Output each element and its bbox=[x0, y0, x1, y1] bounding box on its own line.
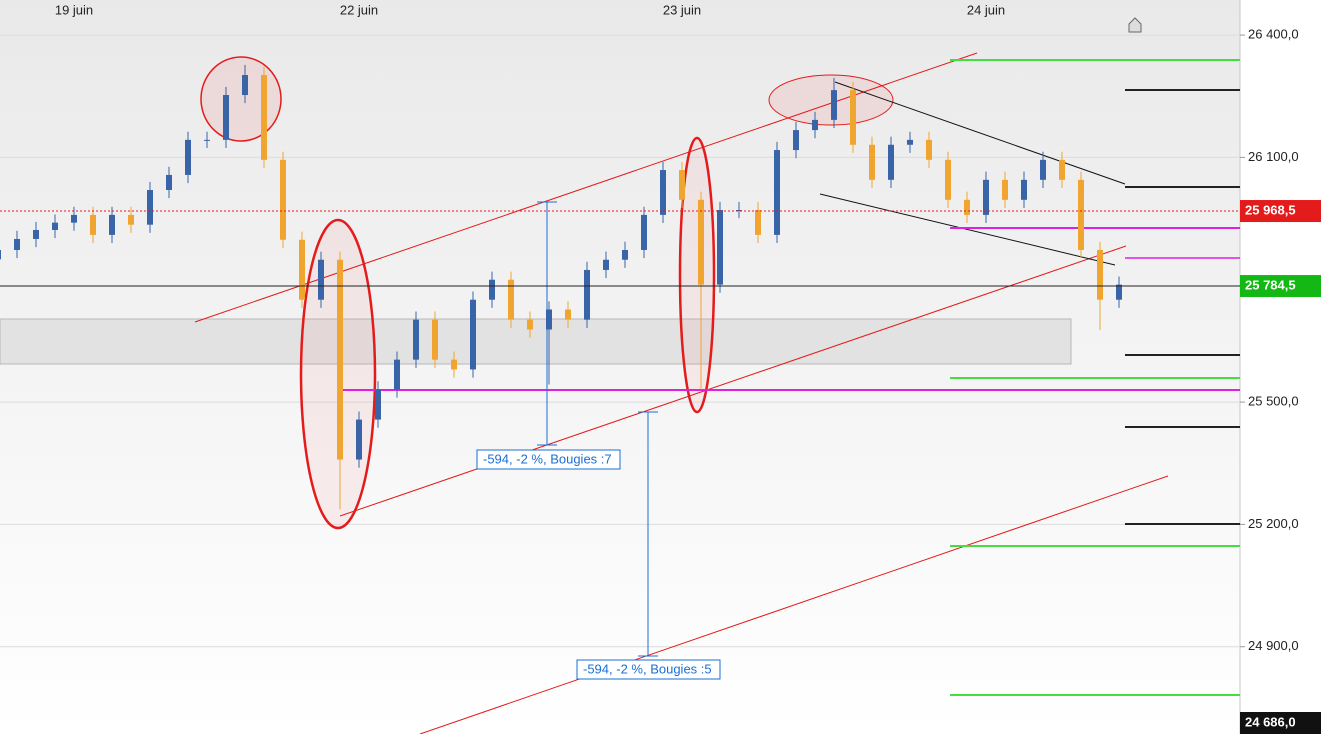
candle-body bbox=[1002, 179, 1008, 200]
x-tick-label: 22 juin bbox=[340, 2, 378, 17]
price-levels: 25 968,5 25 784,5 24 686,0 bbox=[0, 200, 1321, 734]
zone bbox=[0, 318, 1072, 365]
candle-body bbox=[850, 90, 856, 145]
candle-body bbox=[736, 210, 742, 212]
candle-body bbox=[983, 179, 989, 215]
candle-body bbox=[223, 95, 229, 140]
candle-body bbox=[1021, 179, 1027, 200]
trend-line bbox=[339, 245, 1127, 517]
candle-body bbox=[622, 249, 628, 260]
ellipse bbox=[678, 136, 716, 414]
price-label: 25 968,5 bbox=[1245, 202, 1296, 217]
candle-body bbox=[109, 214, 115, 235]
candle-body bbox=[679, 170, 685, 200]
y-tick-label: 25 200,0 bbox=[1248, 516, 1299, 531]
note-text: -594, -2 %, Bougies :5 bbox=[583, 661, 712, 676]
price-label-box bbox=[1240, 712, 1321, 734]
candle-body bbox=[375, 389, 381, 420]
price-label-box bbox=[1240, 200, 1321, 223]
candle-body bbox=[71, 214, 77, 223]
price-label: 25 784,5 bbox=[1245, 277, 1296, 292]
candle-body bbox=[1040, 159, 1046, 180]
candle-body bbox=[774, 150, 780, 235]
candle-body bbox=[964, 199, 970, 215]
candle-body bbox=[717, 210, 723, 285]
candle-body bbox=[793, 130, 799, 151]
candle-body bbox=[812, 119, 818, 131]
candle-body bbox=[52, 222, 58, 230]
candle-body bbox=[831, 90, 837, 120]
candle-body bbox=[641, 214, 647, 250]
candle-body bbox=[584, 269, 590, 320]
trend-line bbox=[194, 52, 978, 323]
candle-body bbox=[299, 239, 305, 300]
note-text: -594, -2 %, Bougies :7 bbox=[483, 451, 612, 466]
candle-body bbox=[660, 170, 666, 215]
x-tick-label: 23 juin bbox=[663, 2, 701, 17]
candle-body bbox=[33, 229, 39, 239]
plot-background bbox=[0, 0, 1240, 734]
candles bbox=[0, 64, 1122, 510]
candle-body bbox=[242, 75, 248, 96]
candle-body bbox=[432, 319, 438, 360]
y-tick-label: 26 400,0 bbox=[1248, 27, 1299, 42]
candle-body bbox=[261, 75, 267, 160]
candle-body bbox=[926, 139, 932, 160]
candle-body bbox=[280, 159, 286, 240]
candle-body bbox=[413, 319, 419, 360]
candle-body bbox=[527, 319, 533, 330]
price-label-box bbox=[1240, 275, 1321, 298]
candle-body bbox=[356, 419, 362, 460]
candle-body bbox=[14, 238, 20, 250]
candle-body bbox=[888, 144, 894, 180]
candle-body bbox=[603, 259, 609, 270]
candle-body bbox=[90, 214, 96, 235]
x-tick-label: 24 juin bbox=[967, 2, 1005, 17]
candle-body bbox=[1116, 284, 1122, 300]
trend-line bbox=[419, 475, 1169, 734]
candle-body bbox=[185, 139, 191, 175]
trend-line bbox=[819, 193, 1116, 266]
candle-body bbox=[394, 359, 400, 390]
x-tick-label: 19 juin bbox=[55, 2, 93, 17]
note-box bbox=[576, 659, 721, 680]
candle-body bbox=[565, 309, 571, 320]
y-tick-label: 25 500,0 bbox=[1248, 394, 1299, 409]
candle-body bbox=[508, 279, 514, 320]
candle-body bbox=[166, 174, 172, 191]
y-tick-label: 26 100,0 bbox=[1248, 149, 1299, 164]
candle-body bbox=[546, 309, 552, 330]
grid bbox=[0, 34, 1240, 648]
measure-note: -594, -2 %, Bougies :5 bbox=[576, 659, 721, 680]
home-icon[interactable] bbox=[1128, 17, 1142, 33]
candle-body bbox=[907, 139, 913, 145]
candle-body bbox=[1059, 159, 1065, 180]
candle-body bbox=[1097, 249, 1103, 300]
candle-body bbox=[755, 210, 761, 235]
candle-body bbox=[318, 259, 324, 300]
y-tick-label: 24 900,0 bbox=[1248, 638, 1299, 653]
candle-body bbox=[698, 199, 704, 285]
candle-body bbox=[0, 249, 1, 260]
candle-body bbox=[1078, 179, 1084, 250]
candle-body bbox=[945, 159, 951, 200]
ellipse bbox=[200, 56, 282, 142]
trend-line bbox=[834, 81, 1126, 185]
note-box bbox=[476, 449, 621, 470]
candle-body bbox=[451, 359, 457, 370]
candle-body bbox=[147, 190, 153, 225]
candle-body bbox=[869, 144, 875, 180]
candle-body bbox=[470, 299, 476, 370]
candle-body bbox=[128, 214, 134, 225]
measure-note: -594, -2 %, Bougies :7 bbox=[476, 449, 621, 470]
price-label: 24 686,0 bbox=[1245, 714, 1296, 729]
candle-body bbox=[489, 279, 495, 300]
candle-body bbox=[337, 259, 343, 460]
candle-body bbox=[204, 139, 210, 141]
